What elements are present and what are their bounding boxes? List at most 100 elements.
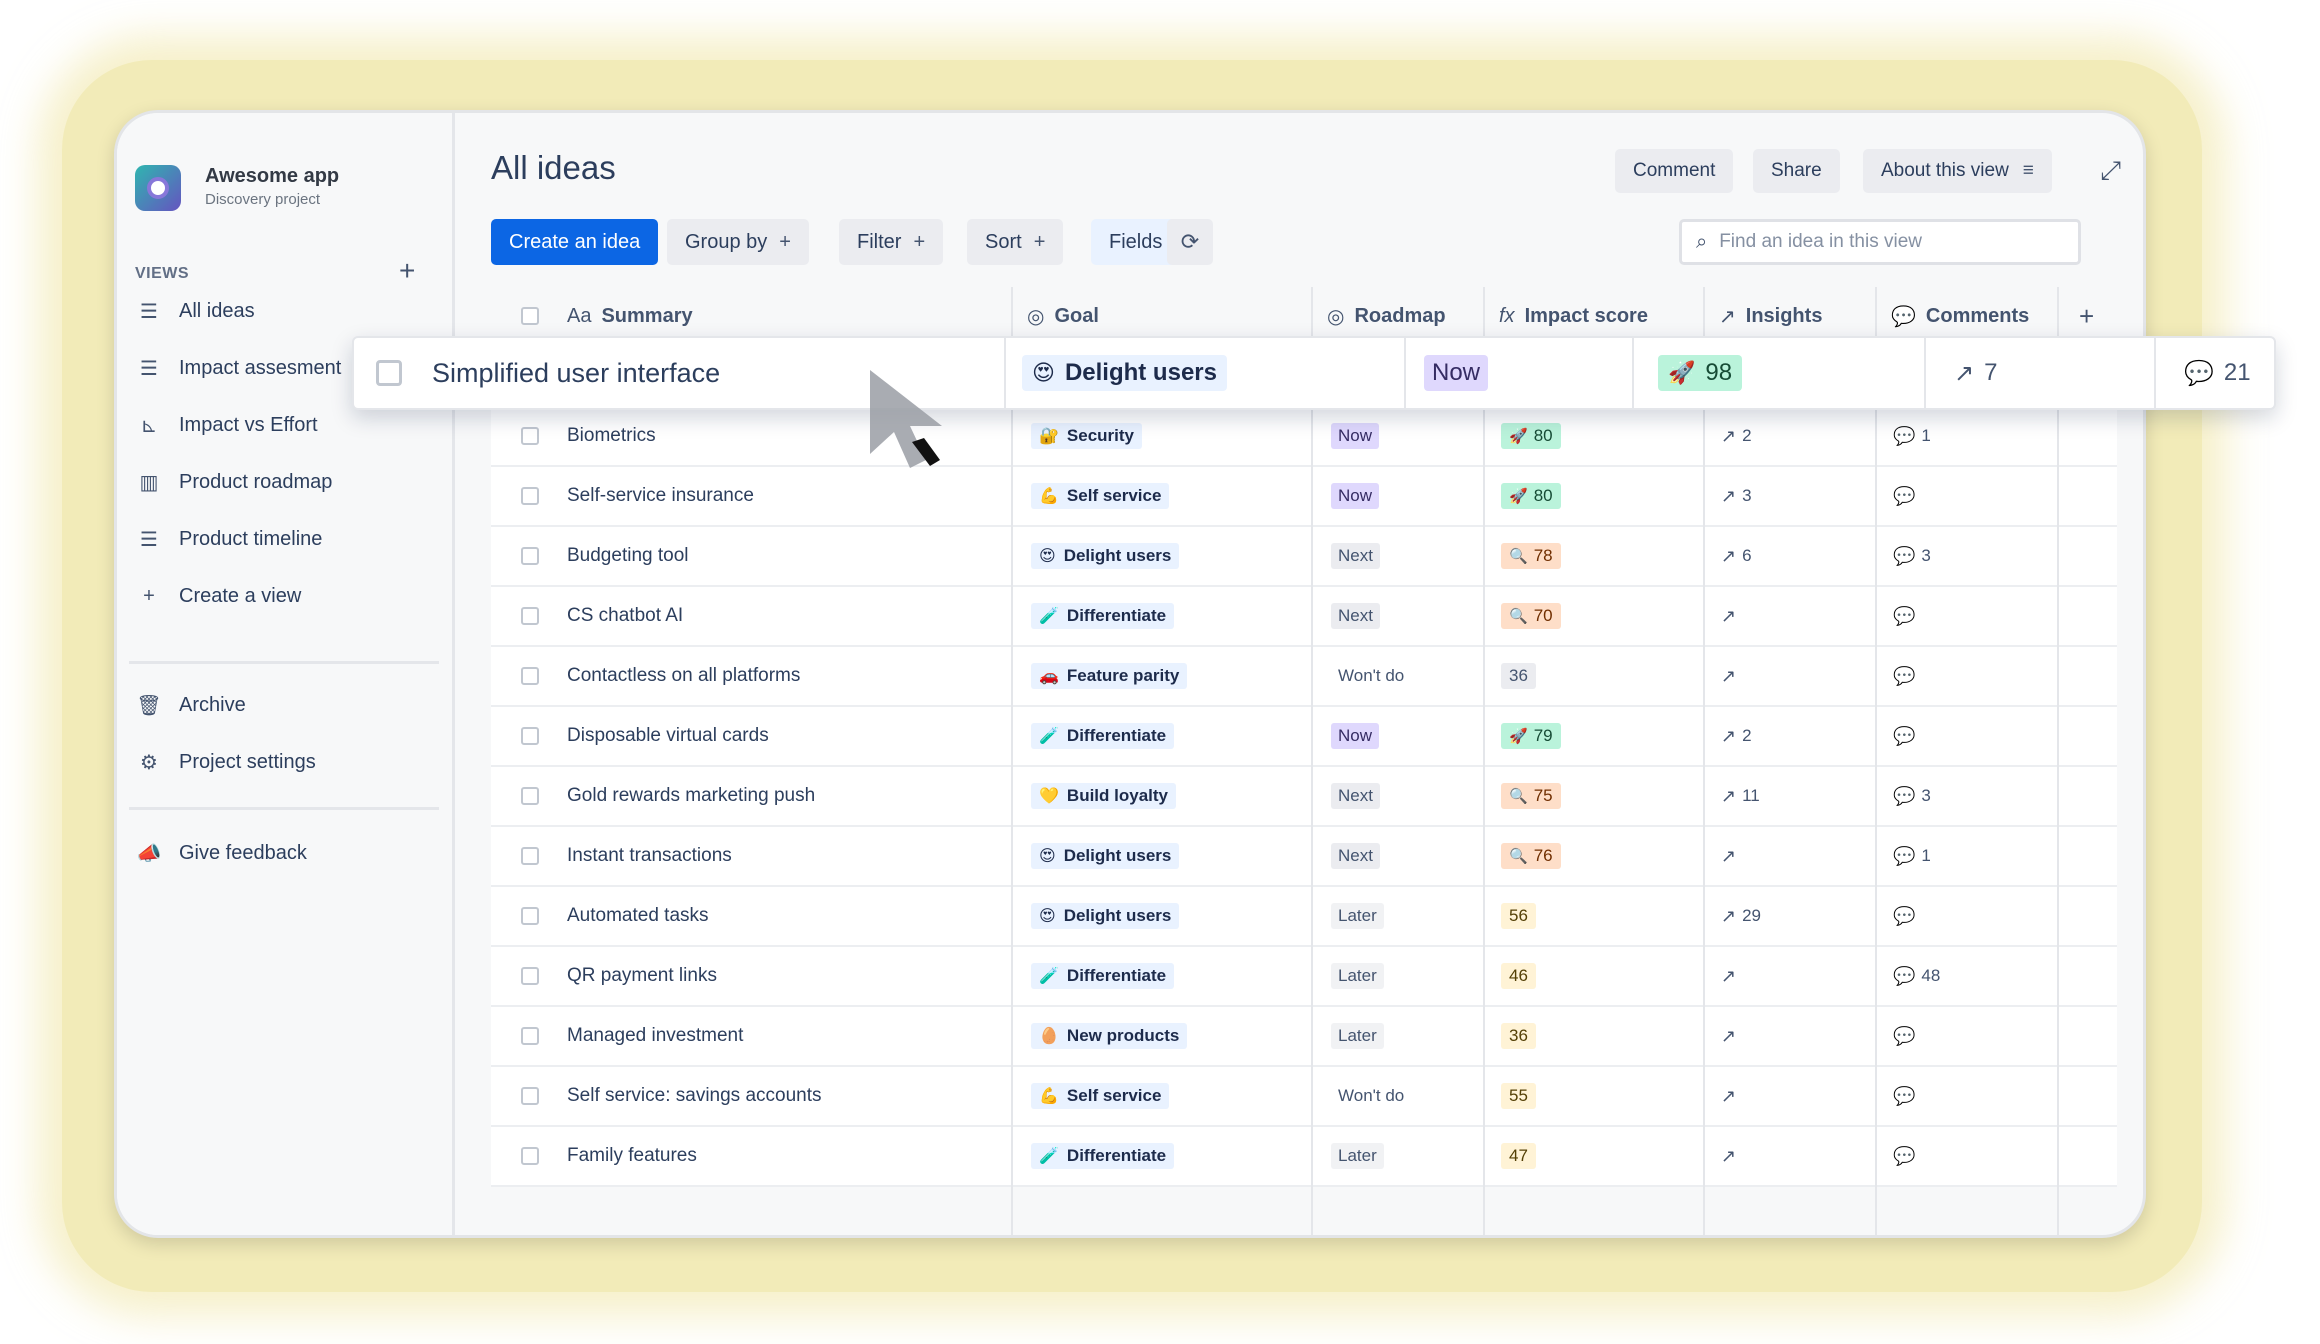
table-row[interactable]: Self-service insurance 💪 Self service Now 🚀 8… [491,467,2117,527]
search-input[interactable]: ⌕ Find an idea in this view [1679,219,2081,265]
sidebar-item-give-feedback[interactable]: 📣 Give feedback [135,833,307,873]
row-checkbox[interactable] [521,407,539,465]
filter-button[interactable]: Filter + [839,219,944,265]
insights-cell[interactable]: ↗ 3 [1721,467,1752,525]
app-name[interactable]: Awesome app [205,165,340,187]
roadmap-cell[interactable]: Now [1331,467,1380,525]
goal-cell[interactable]: 😍 Delight users [1031,527,1180,585]
roadmap-cell[interactable]: Won't do [1331,1067,1411,1125]
roadmap-cell[interactable]: Later [1331,1007,1384,1065]
insights-cell[interactable]: ↗ 2 [1721,707,1752,765]
column-insights[interactable]: ↗ Insights [1719,287,1822,345]
insights-cell[interactable]: ↗ [1721,947,1742,1005]
select-all-checkbox[interactable] [521,287,539,345]
highlighted-comments[interactable]: 💬 21 [2184,338,2251,408]
expand-icon[interactable]: ⤢ [2100,155,2121,185]
table-row[interactable]: Managed investment 🥚 New products Later 36 ↗ 💬 [491,1007,2117,1067]
table-row[interactable]: Contactless on all platforms 🚗 Feature par… [491,647,2117,707]
row-checkbox[interactable] [521,1127,539,1185]
comment-button[interactable]: Comment [1615,149,1734,193]
comments-cell[interactable]: 💬 [1893,1127,1921,1185]
row-checkbox[interactable] [521,467,539,525]
sidebar-item-archive[interactable]: 🗑 Archive [135,685,245,725]
comments-cell[interactable]: 💬 [1893,647,1921,705]
roadmap-cell[interactable]: Later [1331,1127,1384,1185]
roadmap-cell[interactable]: Now [1331,407,1380,465]
table-row[interactable]: Gold rewards marketing push 💛 Build loyalt… [491,767,2117,827]
roadmap-cell[interactable]: Won't do [1331,647,1411,705]
table-row[interactable]: Instant transactions 😍 Delight users Next 🔍 7… [491,827,2117,887]
row-checkbox[interactable] [521,707,539,765]
sidebar-item-create-view[interactable]: + Create a view [135,576,301,616]
comments-cell[interactable]: 💬 [1893,707,1921,765]
goal-cell[interactable]: 🔐 Security [1031,407,1143,465]
about-view-button[interactable]: About this view ≡ [1863,149,2052,193]
roadmap-cell[interactable]: Next [1331,527,1380,585]
column-roadmap[interactable]: ◎ Roadmap [1327,287,1446,345]
row-checkbox[interactable] [521,1007,539,1065]
sidebar-item-project-settings[interactable]: ⚙ Project settings [135,742,316,782]
table-row[interactable]: CS chatbot AI 🧪 Differentiate Next 🔍 70 ↗ 💬 [491,587,2117,647]
idea-summary[interactable]: Instant transactions [567,845,732,866]
goal-cell[interactable]: 🧪 Differentiate [1031,587,1175,645]
highlighted-row[interactable]: Simplified user interface 😍 Delight users… [352,336,2276,410]
sidebar-item-product-timeline[interactable]: ☰ Product timeline [135,519,322,559]
idea-summary[interactable]: Contactless on all platforms [567,665,801,686]
comments-cell[interactable]: 💬 3 [1893,767,1931,825]
table-row[interactable]: Disposable virtual cards 🧪 Differentiate No… [491,707,2117,767]
table-row[interactable]: Budgeting tool 😍 Delight users Next 🔍 78 ↗ 6 💬 3 [491,527,2117,587]
idea-summary[interactable]: Automated tasks [567,905,709,926]
insights-cell[interactable]: ↗ 11 [1721,767,1760,825]
idea-summary[interactable]: QR payment links [567,965,717,986]
highlighted-insights[interactable]: ↗ 7 [1954,338,1997,408]
comments-cell[interactable]: 💬 [1893,1007,1921,1065]
highlighted-goal[interactable]: 😍 Delight users [1022,338,1227,408]
insights-cell[interactable]: ↗ [1721,1127,1742,1185]
row-checkbox[interactable] [521,647,539,705]
goal-cell[interactable]: 🧪 Differentiate [1031,1127,1175,1185]
comments-cell[interactable]: 💬 [1893,467,1921,525]
insights-cell[interactable]: ↗ 2 [1721,407,1752,465]
idea-summary[interactable]: Self service: savings accounts [567,1085,822,1106]
roadmap-cell[interactable]: Next [1331,587,1380,645]
sidebar-item-impact-assesment[interactable]: ☰ Impact assesment [135,348,341,388]
column-goal[interactable]: ◎ Goal [1027,287,1099,345]
table-row[interactable]: Family features 🧪 Differentiate Later 47 ↗ 💬 [491,1127,2117,1187]
insights-cell[interactable]: ↗ 29 [1721,887,1761,945]
comments-cell[interactable]: 💬 [1893,887,1921,945]
goal-cell[interactable]: 🧪 Differentiate [1031,947,1175,1005]
idea-summary[interactable]: CS chatbot AI [567,605,684,626]
sidebar-item-impact-vs-effort[interactable]: ⊾ Impact vs Effort [135,405,318,445]
comments-cell[interactable]: 💬 3 [1893,527,1931,585]
idea-summary[interactable]: Budgeting tool [567,545,689,566]
insights-cell[interactable]: ↗ [1721,1067,1742,1125]
app-logo-icon[interactable] [135,165,181,211]
comments-cell[interactable]: 💬 [1893,587,1921,645]
idea-summary[interactable]: Biometrics [567,425,656,446]
idea-summary[interactable]: Managed investment [567,1025,744,1046]
sidebar-item-all-ideas[interactable]: ☰ All ideas [135,291,255,331]
insights-cell[interactable]: ↗ 6 [1721,527,1752,585]
goal-cell[interactable]: 💪 Self service [1031,1067,1170,1125]
row-checkbox[interactable] [521,767,539,825]
row-checkbox[interactable] [376,338,402,408]
table-row[interactable]: QR payment links 🧪 Differentiate Later 46 ↗ 💬 4… [491,947,2117,1007]
comments-cell[interactable]: 💬 1 [1893,827,1931,885]
create-idea-button[interactable]: Create an idea [491,219,659,265]
column-comments[interactable]: 💬 Comments [1891,287,2029,345]
idea-summary[interactable]: Family features [567,1145,697,1166]
goal-cell[interactable]: 🧪 Differentiate [1031,707,1175,765]
comments-cell[interactable]: 💬 1 [1893,407,1931,465]
goal-cell[interactable]: 🥚 New products [1031,1007,1188,1065]
goal-cell[interactable]: 😍 Delight users [1031,827,1180,885]
idea-summary[interactable]: Gold rewards marketing push [567,785,816,806]
comments-cell[interactable]: 💬 48 [1893,947,1940,1005]
roadmap-cell[interactable]: Next [1331,767,1380,825]
table-row[interactable]: Self service: savings accounts 💪 Self serv… [491,1067,2117,1127]
row-checkbox[interactable] [521,527,539,585]
goal-cell[interactable]: 😍 Delight users [1031,887,1180,945]
sidebar-item-product-roadmap[interactable]: ▥ Product roadmap [135,462,333,502]
goal-cell[interactable]: 💪 Self service [1031,467,1170,525]
roadmap-cell[interactable]: Now [1331,707,1380,765]
row-checkbox[interactable] [521,587,539,645]
